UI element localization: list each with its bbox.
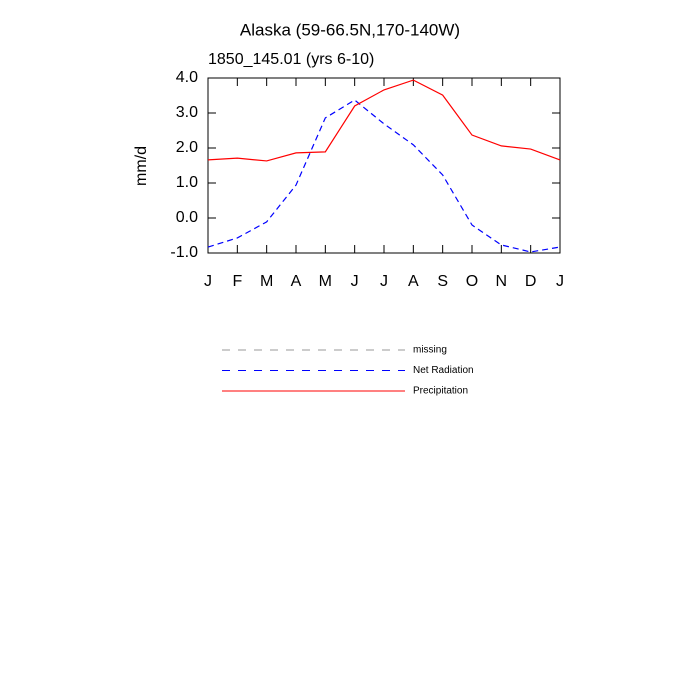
legend-label: missing — [413, 345, 447, 356]
y-tick-label: 4.0 — [176, 69, 198, 86]
x-tick-label: J — [351, 273, 359, 290]
x-tick-label: D — [525, 273, 537, 290]
y-tick-label: 2.0 — [176, 139, 198, 156]
y-tick-label: 0.0 — [176, 209, 198, 226]
x-tick-label: A — [291, 273, 302, 290]
x-tick-label: S — [437, 273, 448, 290]
y-tick-label: -1.0 — [170, 244, 198, 261]
x-tick-label: F — [232, 273, 242, 290]
x-tick-label: J — [380, 273, 388, 290]
x-tick-label: M — [319, 273, 332, 290]
chart-title: Alaska (59-66.5N,170-140W) — [240, 20, 460, 39]
x-tick-label: A — [408, 273, 419, 290]
x-tick-label: J — [556, 273, 564, 290]
x-tick-label: J — [204, 273, 212, 290]
x-tick-label: M — [260, 273, 273, 290]
x-tick-label: O — [466, 273, 478, 290]
legend-label: Net Radiation — [413, 365, 474, 376]
y-tick-label: 3.0 — [176, 104, 198, 121]
y-axis-label: mm/d — [133, 146, 150, 186]
y-tick-label: 1.0 — [176, 174, 198, 191]
series-line — [207, 79, 561, 162]
series-line — [207, 99, 561, 253]
x-tick-label: N — [496, 273, 508, 290]
legend-label: Precipitation — [413, 386, 468, 397]
chart-subtitle: 1850_145.01 (yrs 6-10) — [208, 51, 374, 68]
